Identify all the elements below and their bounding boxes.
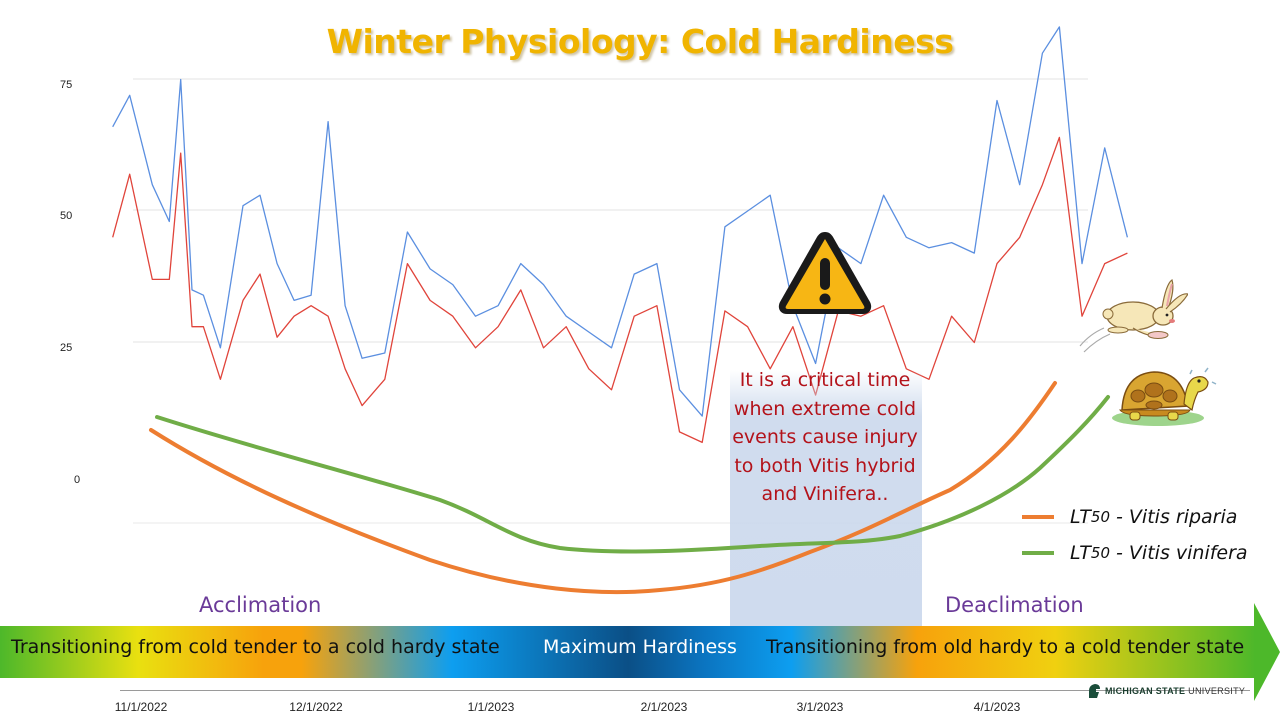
deacclimation-label: Deaclimation: [945, 593, 1084, 617]
critical-period-highlight: [730, 370, 922, 628]
high-temperature-line: [112, 26, 1129, 417]
y-tick-50: 50: [60, 210, 73, 222]
msu-logo: MICHIGAN STATE UNIVERSITY: [1087, 683, 1245, 699]
msu-spartan-helmet-icon: [1089, 684, 1100, 698]
x-tick: 2/1/2023: [640, 700, 688, 714]
legend-prefix: LT: [1070, 542, 1091, 564]
legend-label: - Vitis vinifera: [1110, 542, 1248, 564]
tortoise-illustration: [1112, 367, 1217, 426]
acclimation-label: Acclimation: [199, 593, 322, 617]
y-tick-75: 75: [60, 79, 73, 91]
legend-item-riparia: LT 50 - Vitis riparia: [1022, 506, 1237, 528]
lt50-riparia-curve: [149, 381, 1057, 595]
band-right-text: Transitioning from old hardy to a cold t…: [766, 636, 1245, 658]
x-axis-line: [120, 690, 1250, 691]
gridlines: [133, 78, 1088, 524]
legend-subscript: 50: [1090, 544, 1110, 562]
x-tick: 1/1/2023: [467, 700, 515, 714]
x-tick: 11/1/2022: [114, 700, 168, 714]
legend-swatch-riparia: [1022, 515, 1054, 519]
msu-logo-light: UNIVERSITY: [1185, 686, 1246, 696]
low-temperature-line: [112, 136, 1128, 444]
x-tick: 4/1/2023: [973, 700, 1021, 714]
legend-item-vinifera: LT 50 - Vitis vinifera: [1022, 542, 1248, 564]
legend-swatch-vinifera: [1022, 551, 1054, 555]
hardiness-transition-band: [0, 626, 1256, 678]
arrow-head-icon: [1254, 603, 1280, 701]
x-tick: 12/1/2022: [289, 700, 343, 714]
legend-prefix: LT: [1070, 506, 1091, 528]
band-left-text: Transitioning from cold tender to a cold…: [11, 636, 500, 658]
critical-time-annotation: It is a critical time when extreme cold …: [732, 369, 918, 505]
hare-illustration: [1079, 279, 1188, 353]
y-tick-0: 0: [74, 474, 81, 486]
legend-subscript: 50: [1090, 508, 1110, 526]
msu-logo-bold: MICHIGAN STATE: [1105, 686, 1186, 696]
y-tick-25: 25: [60, 342, 73, 354]
x-tick: 3/1/2023: [796, 700, 844, 714]
slide-title: Winter Physiology: Cold Hardiness: [326, 22, 954, 61]
band-center-text: Maximum Hardiness: [543, 636, 737, 658]
legend-label: - Vitis riparia: [1110, 506, 1238, 528]
warning-triangle-icon: [778, 232, 872, 314]
lt50-vinifera-curve: [155, 395, 1110, 554]
